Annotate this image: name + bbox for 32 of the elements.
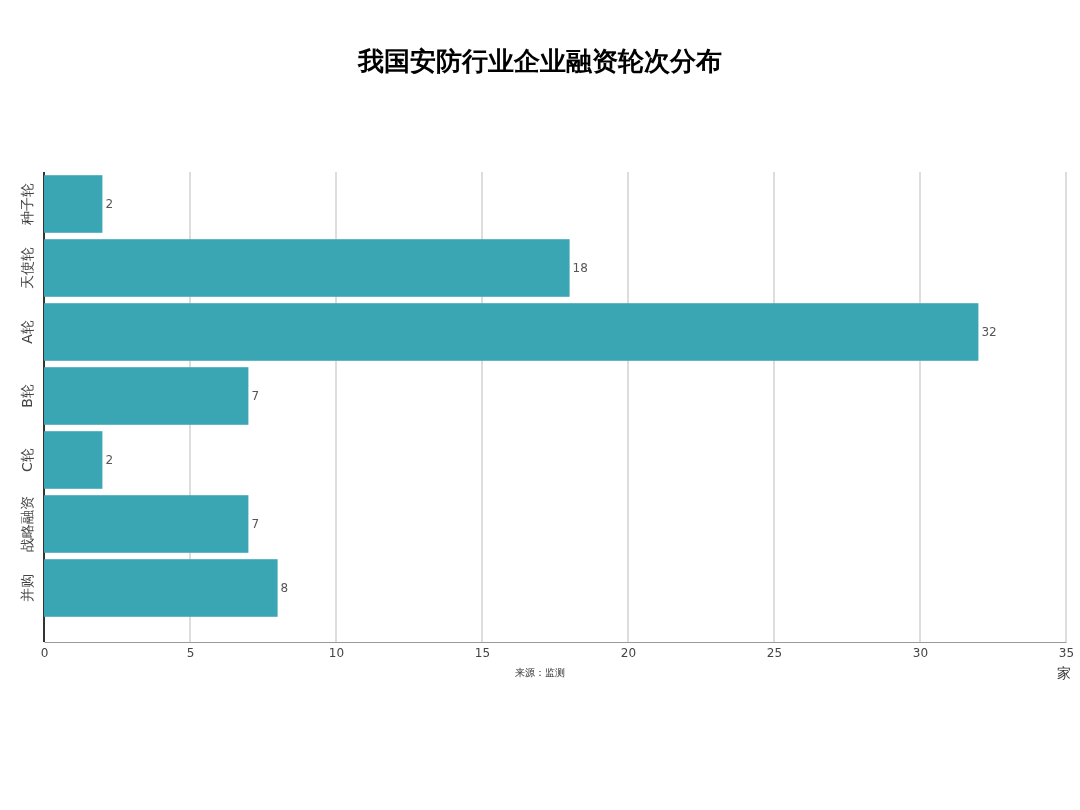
bar bbox=[44, 239, 570, 297]
chart-title: 我国安防行业企业融资轮次分布 bbox=[357, 46, 722, 76]
y-tick-label: 并购 bbox=[19, 574, 35, 602]
y-tick-label: 种子轮 bbox=[19, 183, 35, 225]
x-tick-label: 0 bbox=[40, 646, 49, 660]
bar bbox=[44, 559, 278, 617]
x-tick-label: 20 bbox=[620, 646, 637, 660]
y-tick-label: B轮 bbox=[19, 384, 35, 408]
y-tick-label: 天使轮 bbox=[19, 247, 35, 289]
x-tick-label: 35 bbox=[1058, 646, 1075, 660]
y-tick-label: C轮 bbox=[19, 448, 35, 472]
x-tick-label: 10 bbox=[328, 646, 345, 660]
data-label: 8 bbox=[280, 581, 289, 596]
y-tick-label: 战略融资 bbox=[19, 496, 35, 552]
y-tick-label: A轮 bbox=[19, 320, 35, 344]
data-label: 2 bbox=[105, 453, 114, 468]
data-label: 2 bbox=[105, 197, 114, 212]
bar bbox=[44, 495, 249, 553]
bar bbox=[44, 431, 103, 489]
source-note: 来源：监测 bbox=[515, 667, 565, 678]
data-label: 32 bbox=[981, 325, 997, 340]
bar bbox=[44, 367, 249, 425]
x-axis-title: 家 bbox=[1057, 665, 1071, 681]
data-label: 7 bbox=[251, 389, 260, 404]
x-tick-label: 30 bbox=[912, 646, 929, 660]
data-label: 7 bbox=[251, 517, 260, 532]
x-tick-label: 15 bbox=[474, 646, 491, 660]
bar bbox=[44, 175, 103, 233]
x-tick-label: 5 bbox=[186, 646, 195, 660]
x-tick-label: 25 bbox=[766, 646, 783, 660]
data-label: 18 bbox=[572, 261, 588, 276]
bar bbox=[44, 303, 979, 361]
